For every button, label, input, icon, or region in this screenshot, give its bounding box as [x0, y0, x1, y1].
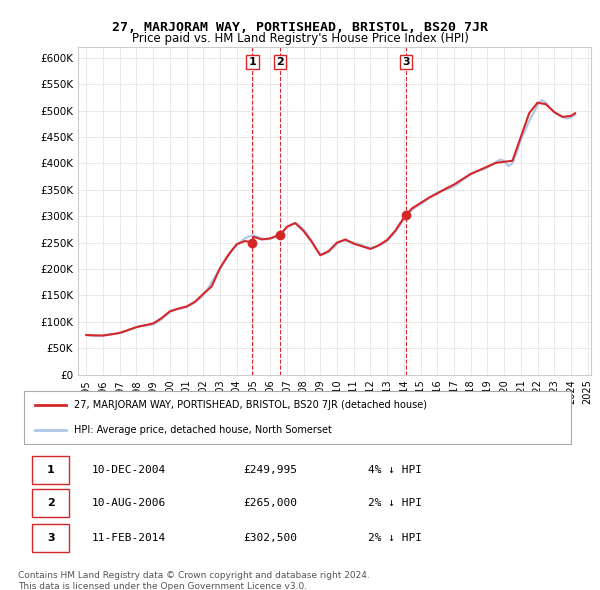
FancyBboxPatch shape: [23, 391, 571, 444]
FancyBboxPatch shape: [32, 456, 69, 484]
Text: 27, MARJORAM WAY, PORTISHEAD, BRISTOL, BS20 7JR (detached house): 27, MARJORAM WAY, PORTISHEAD, BRISTOL, B…: [74, 400, 427, 410]
Text: Contains HM Land Registry data © Crown copyright and database right 2024.: Contains HM Land Registry data © Crown c…: [18, 571, 370, 580]
Text: 2% ↓ HPI: 2% ↓ HPI: [368, 498, 422, 508]
Text: 2: 2: [47, 498, 55, 508]
Text: 1: 1: [47, 466, 55, 475]
Text: 1: 1: [248, 57, 256, 67]
Text: 27, MARJORAM WAY, PORTISHEAD, BRISTOL, BS20 7JR: 27, MARJORAM WAY, PORTISHEAD, BRISTOL, B…: [112, 21, 488, 34]
Text: Price paid vs. HM Land Registry's House Price Index (HPI): Price paid vs. HM Land Registry's House …: [131, 32, 469, 45]
Text: 2% ↓ HPI: 2% ↓ HPI: [368, 533, 422, 543]
Text: 4% ↓ HPI: 4% ↓ HPI: [368, 466, 422, 475]
Text: £249,995: £249,995: [244, 466, 298, 475]
Text: 10-AUG-2006: 10-AUG-2006: [91, 498, 166, 508]
Text: £302,500: £302,500: [244, 533, 298, 543]
FancyBboxPatch shape: [32, 524, 69, 552]
Text: HPI: Average price, detached house, North Somerset: HPI: Average price, detached house, Nort…: [74, 425, 332, 435]
FancyBboxPatch shape: [32, 489, 69, 517]
Text: 2: 2: [277, 57, 284, 67]
Text: £265,000: £265,000: [244, 498, 298, 508]
Text: 11-FEB-2014: 11-FEB-2014: [91, 533, 166, 543]
Text: 10-DEC-2004: 10-DEC-2004: [91, 466, 166, 475]
Text: 3: 3: [402, 57, 409, 67]
Text: 3: 3: [47, 533, 55, 543]
Text: This data is licensed under the Open Government Licence v3.0.: This data is licensed under the Open Gov…: [18, 582, 307, 590]
